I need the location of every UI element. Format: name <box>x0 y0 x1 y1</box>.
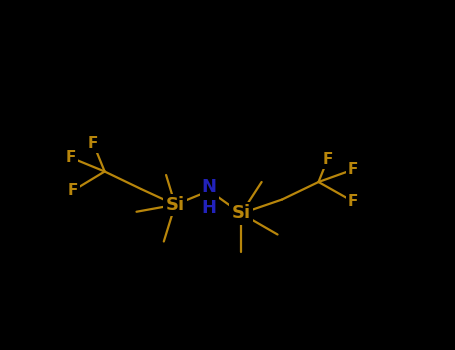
Text: N: N <box>202 178 217 196</box>
Text: Si: Si <box>166 196 185 214</box>
Text: F: F <box>68 183 78 198</box>
Text: F: F <box>66 150 76 165</box>
Text: Si: Si <box>232 204 251 223</box>
Text: F: F <box>348 194 358 209</box>
Text: H: H <box>202 198 217 217</box>
Text: F: F <box>323 152 333 167</box>
Text: F: F <box>88 136 98 151</box>
Text: F: F <box>348 162 358 177</box>
